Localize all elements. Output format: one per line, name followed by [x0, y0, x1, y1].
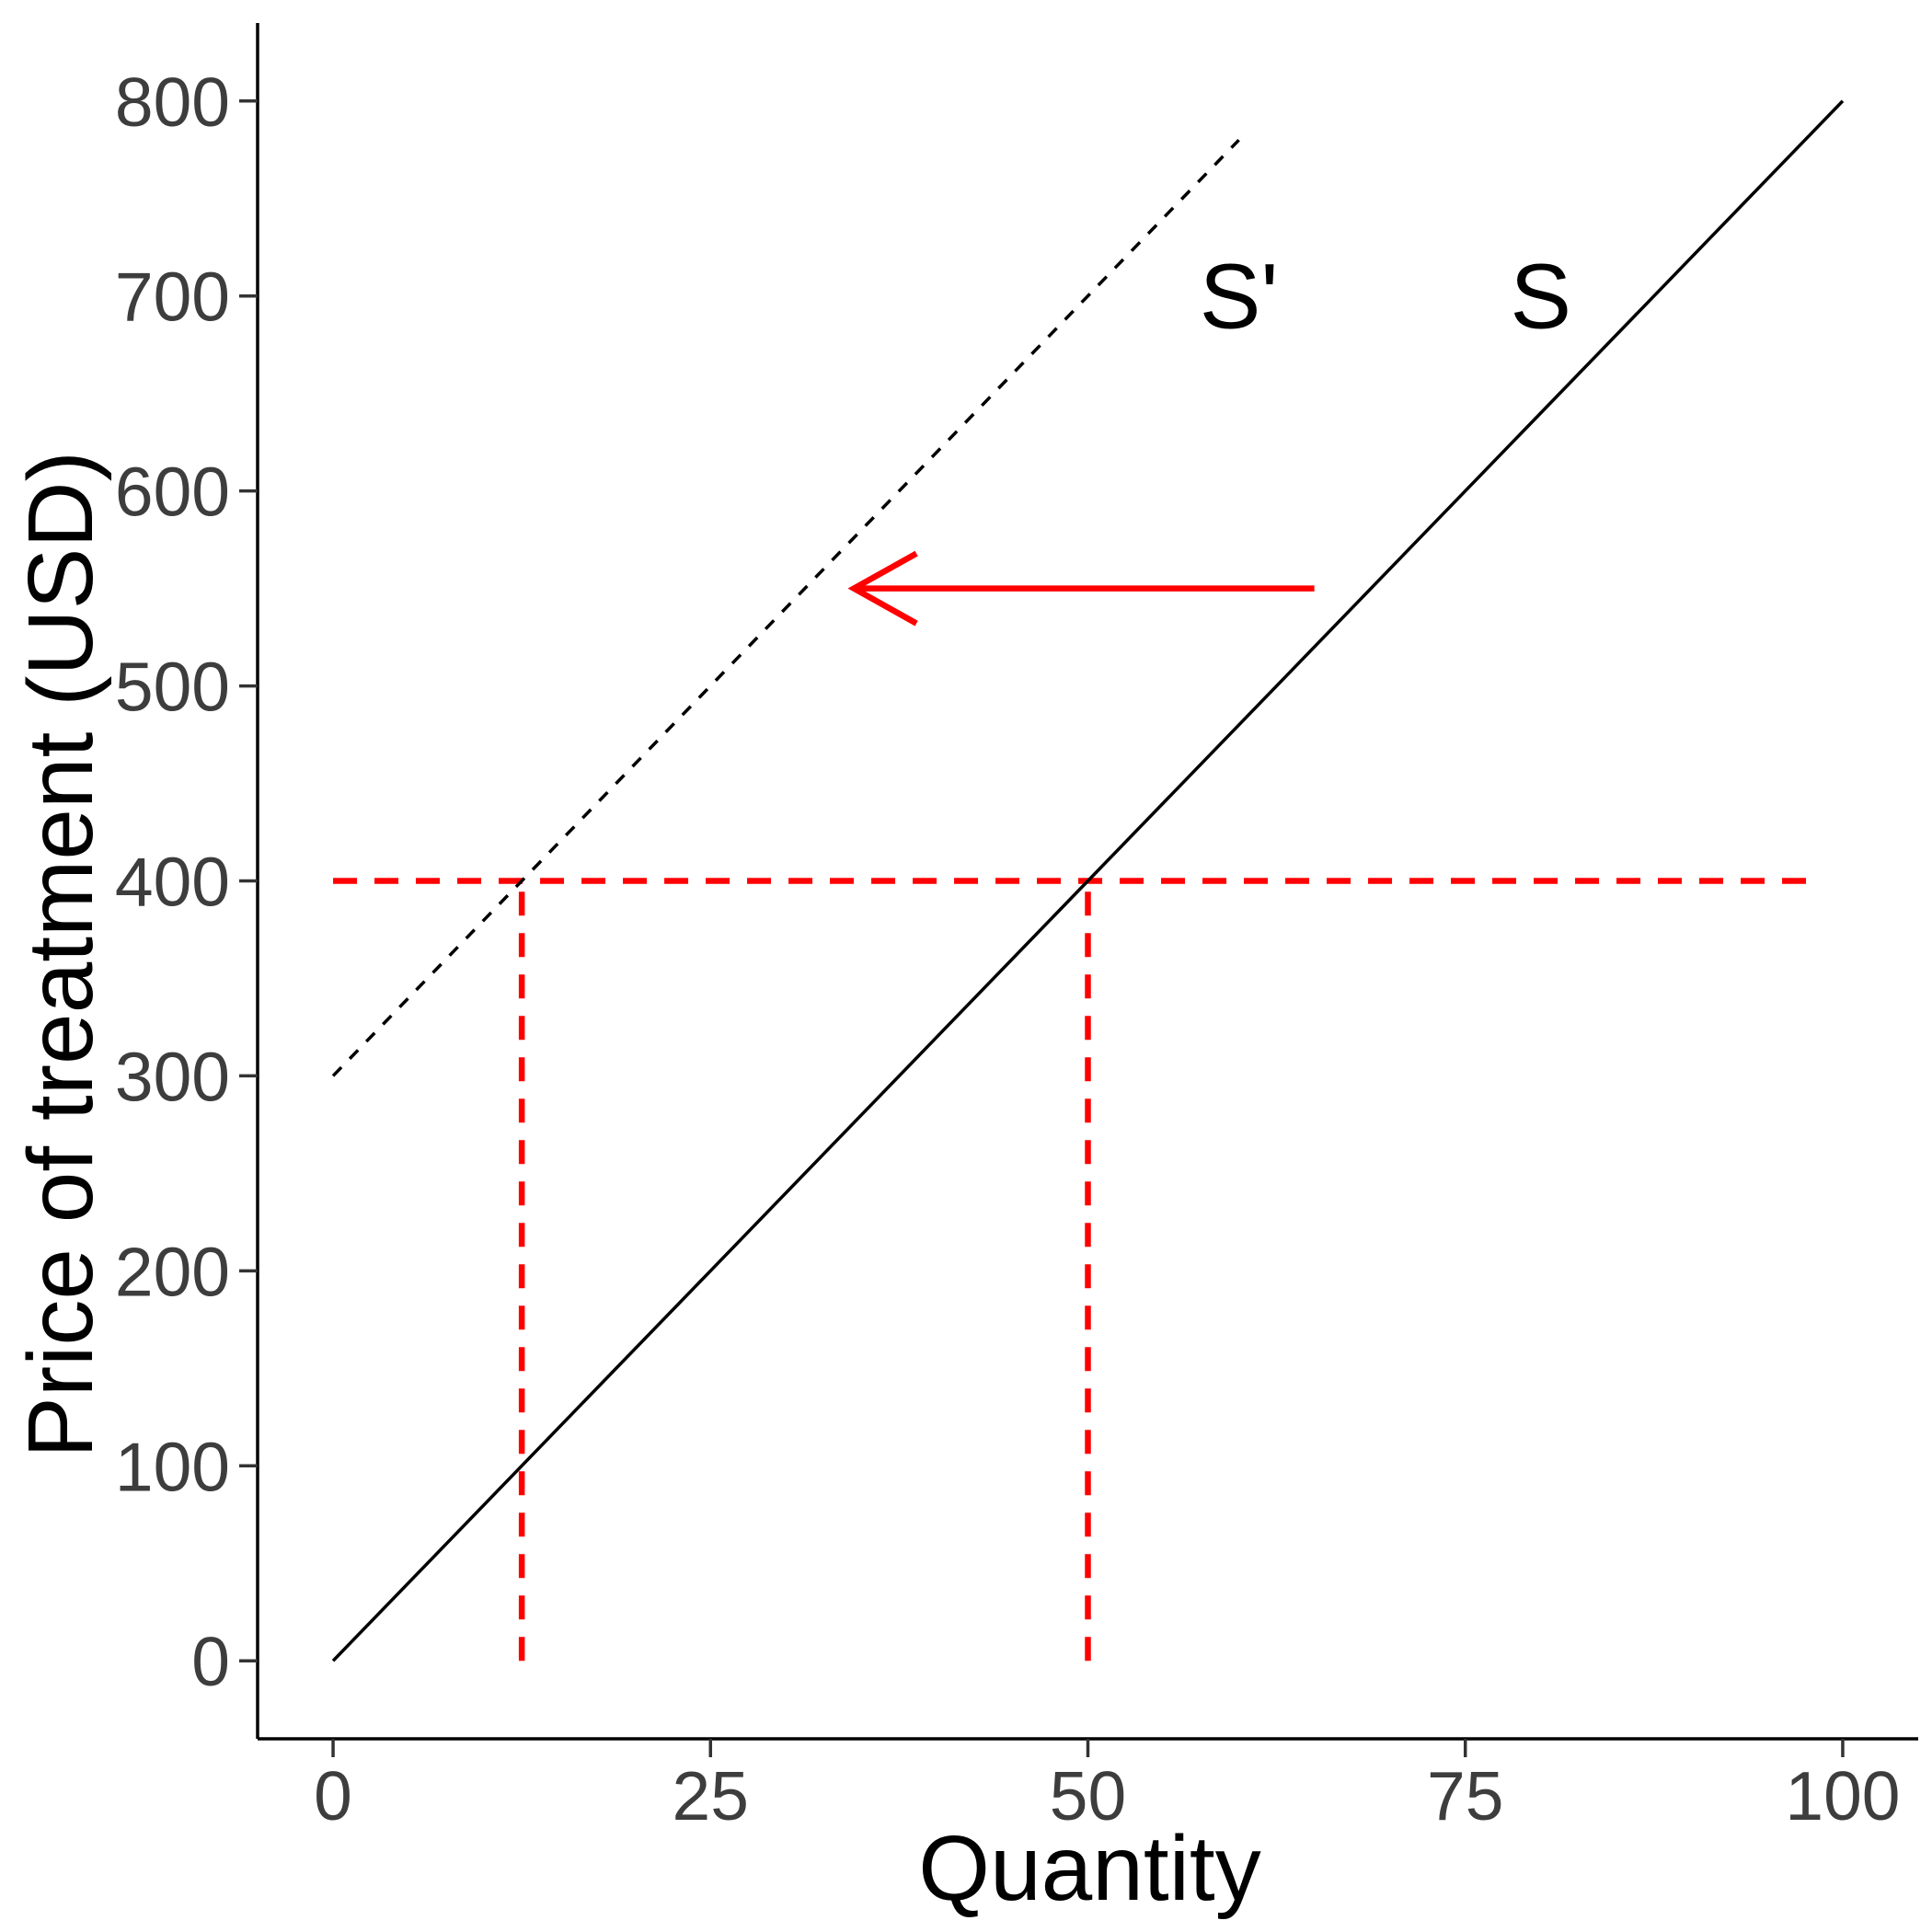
x-axis-title: Quantity: [918, 1817, 1260, 1920]
y-tick-label-600: 600: [115, 454, 230, 531]
y-axis-title: Price of treatment (USD): [9, 451, 112, 1458]
x-tick-label-0: 0: [314, 1757, 352, 1834]
y-tick-label-100: 100: [115, 1428, 230, 1505]
curve-label-S: S: [1510, 246, 1571, 349]
curve-label-S-prime: S': [1200, 246, 1279, 349]
series-line-S-prime: [331, 138, 1240, 1077]
curve-labels: S' S: [1200, 246, 1571, 349]
y-tick-label-0: 0: [191, 1623, 230, 1700]
series-lines: [331, 99, 1845, 1662]
y-tick-label-700: 700: [115, 259, 230, 336]
x-tick-label-25: 25: [673, 1757, 749, 1834]
x-tick-label-100: 100: [1785, 1757, 1900, 1834]
y-tick-label-300: 300: [115, 1038, 230, 1115]
shift-arrow-head: [847, 550, 918, 627]
x-tick-label-75: 75: [1427, 1757, 1503, 1834]
series-line-S: [331, 99, 1845, 1662]
reference-lines: [333, 878, 1813, 1662]
y-tick-label-200: 200: [115, 1233, 230, 1310]
shift-arrow: [847, 550, 1315, 627]
x-tick-label-50: 50: [1050, 1757, 1126, 1834]
y-tick-label-800: 800: [115, 63, 230, 141]
y-tick-label-500: 500: [115, 649, 230, 726]
axes: 0 100 200 300 400 500 600 700 800 0 25 50 75 100: [115, 23, 1918, 1834]
y-tick-label-400: 400: [115, 844, 230, 921]
